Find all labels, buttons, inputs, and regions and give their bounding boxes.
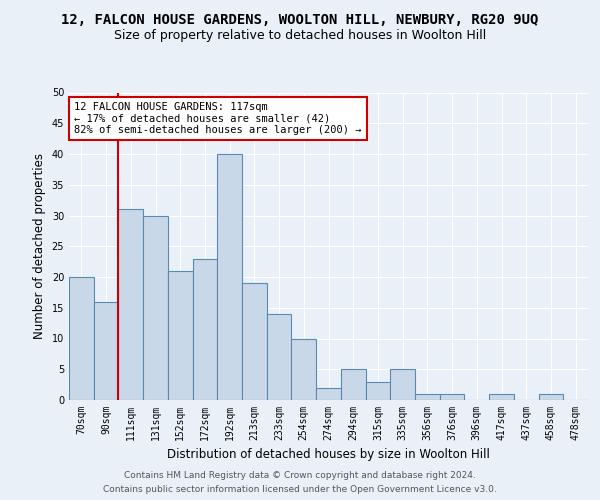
Bar [365,382,390,400]
Bar [193,258,217,400]
Bar [94,302,118,400]
Bar [168,271,193,400]
Bar [118,210,143,400]
Bar [316,388,341,400]
Bar [341,369,365,400]
X-axis label: Distribution of detached houses by size in Woolton Hill: Distribution of detached houses by size … [167,448,490,462]
Bar [242,283,267,400]
Text: Size of property relative to detached houses in Woolton Hill: Size of property relative to detached ho… [114,28,486,42]
Bar [539,394,563,400]
Text: Contains public sector information licensed under the Open Government Licence v3: Contains public sector information licen… [103,484,497,494]
Bar [415,394,440,400]
Text: 12 FALCON HOUSE GARDENS: 117sqm
← 17% of detached houses are smaller (42)
82% of: 12 FALCON HOUSE GARDENS: 117sqm ← 17% of… [74,102,362,135]
Bar [390,369,415,400]
Bar [267,314,292,400]
Bar [292,338,316,400]
Y-axis label: Number of detached properties: Number of detached properties [33,153,46,339]
Bar [489,394,514,400]
Bar [69,277,94,400]
Text: 12, FALCON HOUSE GARDENS, WOOLTON HILL, NEWBURY, RG20 9UQ: 12, FALCON HOUSE GARDENS, WOOLTON HILL, … [61,13,539,27]
Text: Contains HM Land Registry data © Crown copyright and database right 2024.: Contains HM Land Registry data © Crown c… [124,472,476,480]
Bar [143,216,168,400]
Bar [440,394,464,400]
Bar [217,154,242,400]
